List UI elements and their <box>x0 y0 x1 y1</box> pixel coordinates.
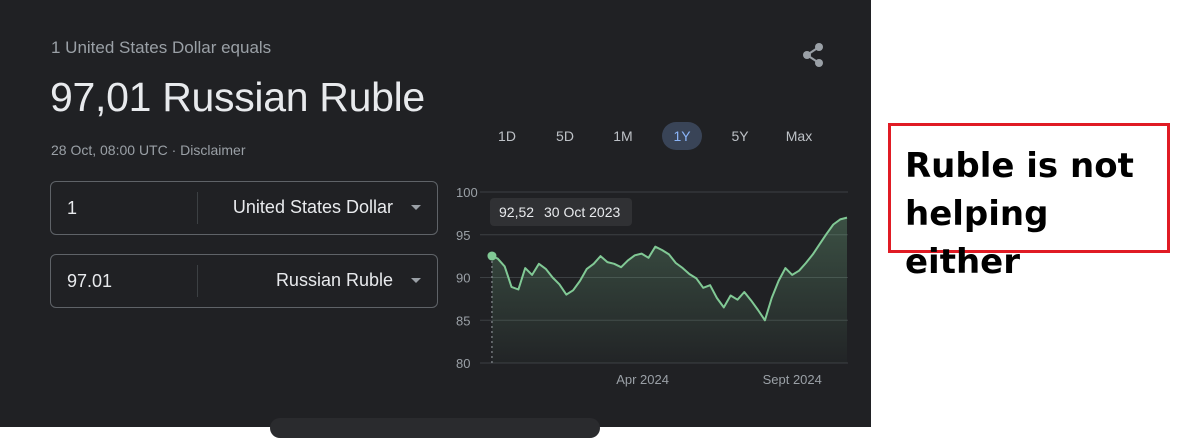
tooltip-box <box>490 198 632 226</box>
tab-1m[interactable]: 1M <box>613 128 633 144</box>
to-currency-field[interactable]: 97.01 Russian Ruble <box>50 254 438 308</box>
currency-converter-panel: 1 United States Dollar equals 97,01 Russ… <box>0 0 871 438</box>
chevron-down-icon[interactable] <box>411 205 421 210</box>
timestamp-line: 28 Oct, 08:00 UTC · Disclaimer <box>51 142 246 158</box>
y-tick-label: 90 <box>456 271 470 286</box>
tab-5y[interactable]: 5Y <box>731 128 749 144</box>
timestamp: 28 Oct, 08:00 UTC <box>51 142 168 158</box>
hover-point <box>487 251 497 261</box>
tooltip-date: 30 Oct 2023 <box>544 204 620 220</box>
from-amount-input[interactable]: 1 <box>67 198 78 218</box>
to-currency-select[interactable]: Russian Ruble <box>275 270 393 290</box>
separator: · <box>167 142 181 158</box>
to-amount-input[interactable]: 97.01 <box>67 271 113 291</box>
tab-1d[interactable]: 1D <box>498 128 516 144</box>
field-divider <box>197 265 198 297</box>
tab-1y[interactable]: 1Y <box>662 122 702 150</box>
from-currency-select[interactable]: United States Dollar <box>232 197 393 217</box>
tab-5d[interactable]: 5D <box>556 128 574 144</box>
chevron-down-icon[interactable] <box>411 278 421 283</box>
series-line <box>491 216 848 322</box>
y-tick-label: 80 <box>456 356 470 371</box>
field-divider <box>197 192 198 224</box>
y-tick-label: 95 <box>456 228 470 243</box>
more-results-bar <box>270 418 600 438</box>
tab-max[interactable]: Max <box>785 128 813 144</box>
from-currency-field[interactable]: 1 United States Dollar <box>50 181 438 235</box>
annotation-box: Ruble is not helping either <box>888 123 1170 282</box>
exchange-rate-chart[interactable]: 80 85 90 95 100 Apr 2024 Sept 2024 92,52 30 Oct … <box>440 180 860 390</box>
annotation-text: Ruble is not helping either <box>905 146 1134 282</box>
x-tick-label: Sept 2024 <box>763 372 822 387</box>
x-tick-label: Apr 2024 <box>616 372 669 387</box>
disclaimer-link[interactable]: Disclaimer <box>180 142 246 158</box>
series-area <box>492 217 847 363</box>
share-icon[interactable] <box>798 40 828 70</box>
conversion-subtitle: 1 United States Dollar equals <box>51 38 272 57</box>
y-tick-label: 85 <box>456 313 470 328</box>
y-tick-label: 100 <box>456 185 478 200</box>
conversion-result: 97,01 Russian Ruble <box>50 74 425 120</box>
tooltip-value: 92,52 <box>499 204 534 220</box>
